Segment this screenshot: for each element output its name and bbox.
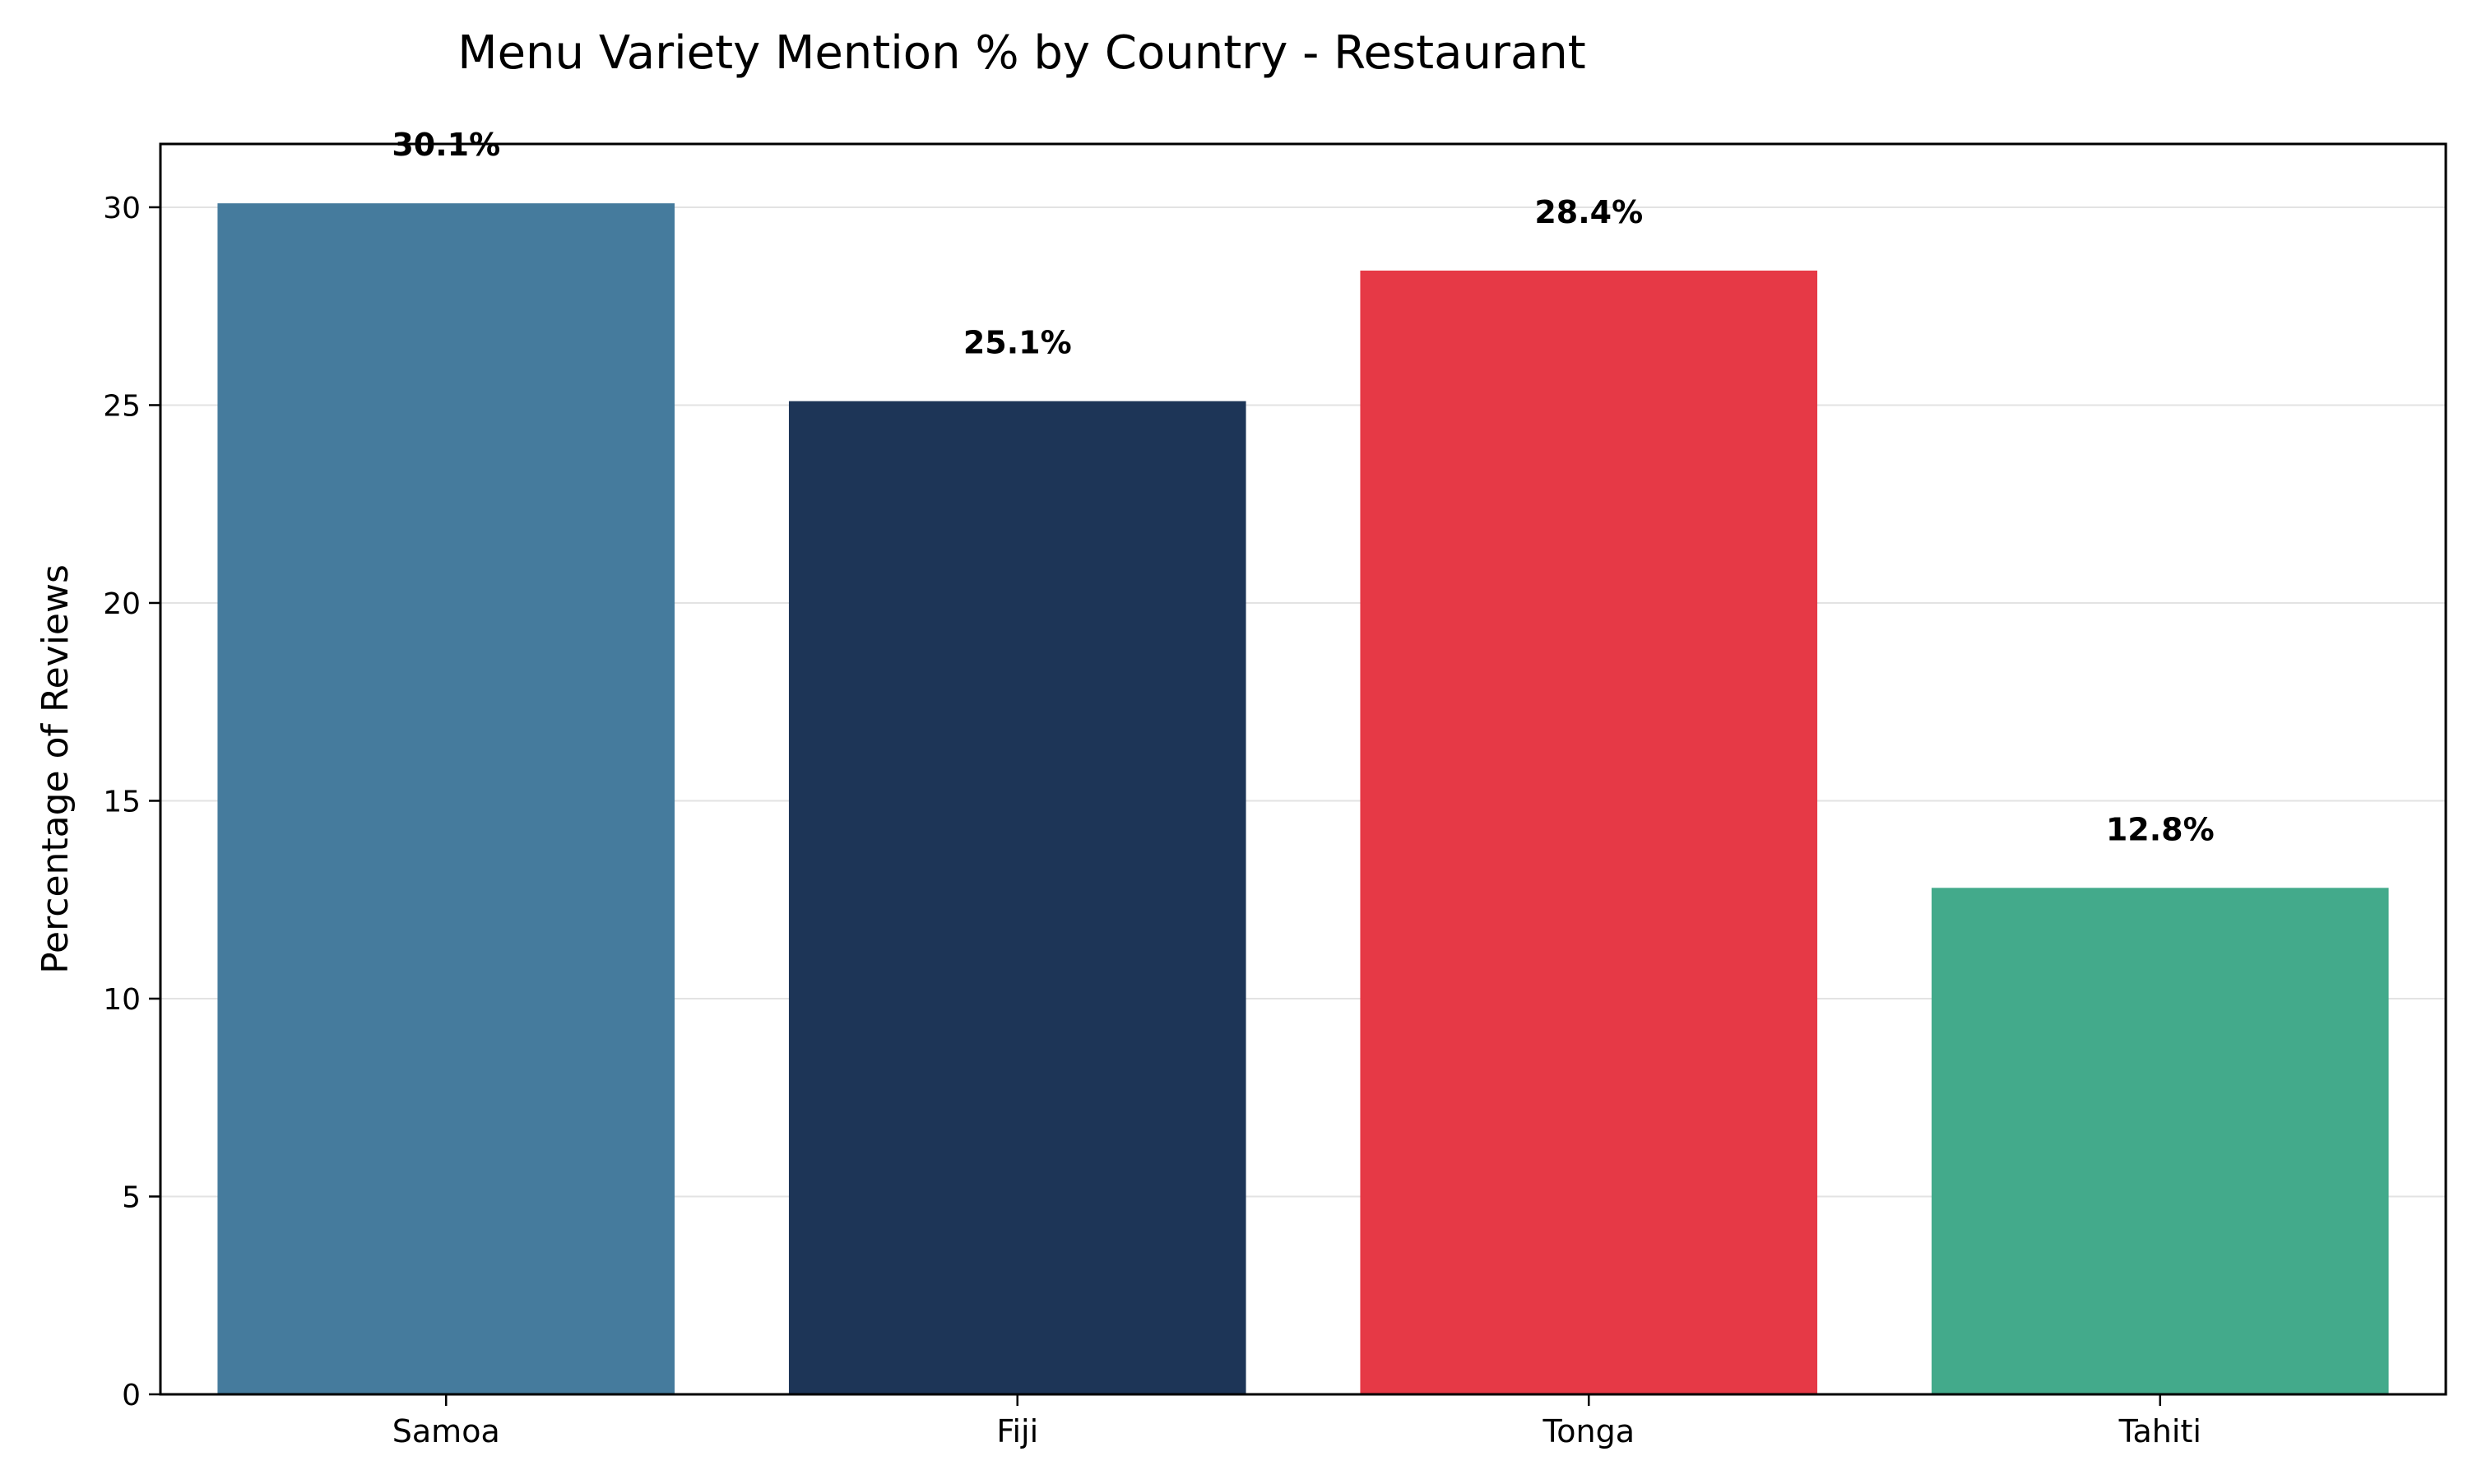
bars <box>217 203 2389 1395</box>
y-axis-ticks: 0 5 10 15 20 25 30 <box>103 192 160 1412</box>
bar-tonga <box>1360 270 1818 1394</box>
x-tick-label: Fiji <box>996 1413 1038 1449</box>
chart-title: Menu Variety Mention % by Country - Rest… <box>457 26 1585 80</box>
y-tick-label: 10 <box>103 983 141 1017</box>
bar-samoa <box>217 203 675 1395</box>
x-tick-label: Tahiti <box>2118 1413 2201 1449</box>
y-tick-label: 5 <box>122 1180 141 1214</box>
plot-frame <box>159 142 2447 1396</box>
y-tick-label: 15 <box>103 785 141 819</box>
x-axis-ticks: Samoa Fiji Tonga Tahiti <box>392 1394 2201 1449</box>
y-tick-label: 20 <box>103 587 141 621</box>
y-tick-label: 0 <box>122 1379 141 1412</box>
y-axis-label: Percentage of Reviews <box>35 564 77 974</box>
bar-fiji <box>788 401 1246 1395</box>
value-label: 28.4% <box>1534 194 1643 230</box>
y-tick-label: 30 <box>103 192 141 225</box>
value-label: 25.1% <box>963 325 1072 361</box>
value-label: 12.8% <box>2106 811 2215 847</box>
bar-tahiti <box>1931 888 2389 1394</box>
x-tick-label: Tonga <box>1542 1413 1635 1449</box>
y-tick-label: 25 <box>103 389 141 423</box>
x-tick-label: Samoa <box>392 1413 500 1449</box>
